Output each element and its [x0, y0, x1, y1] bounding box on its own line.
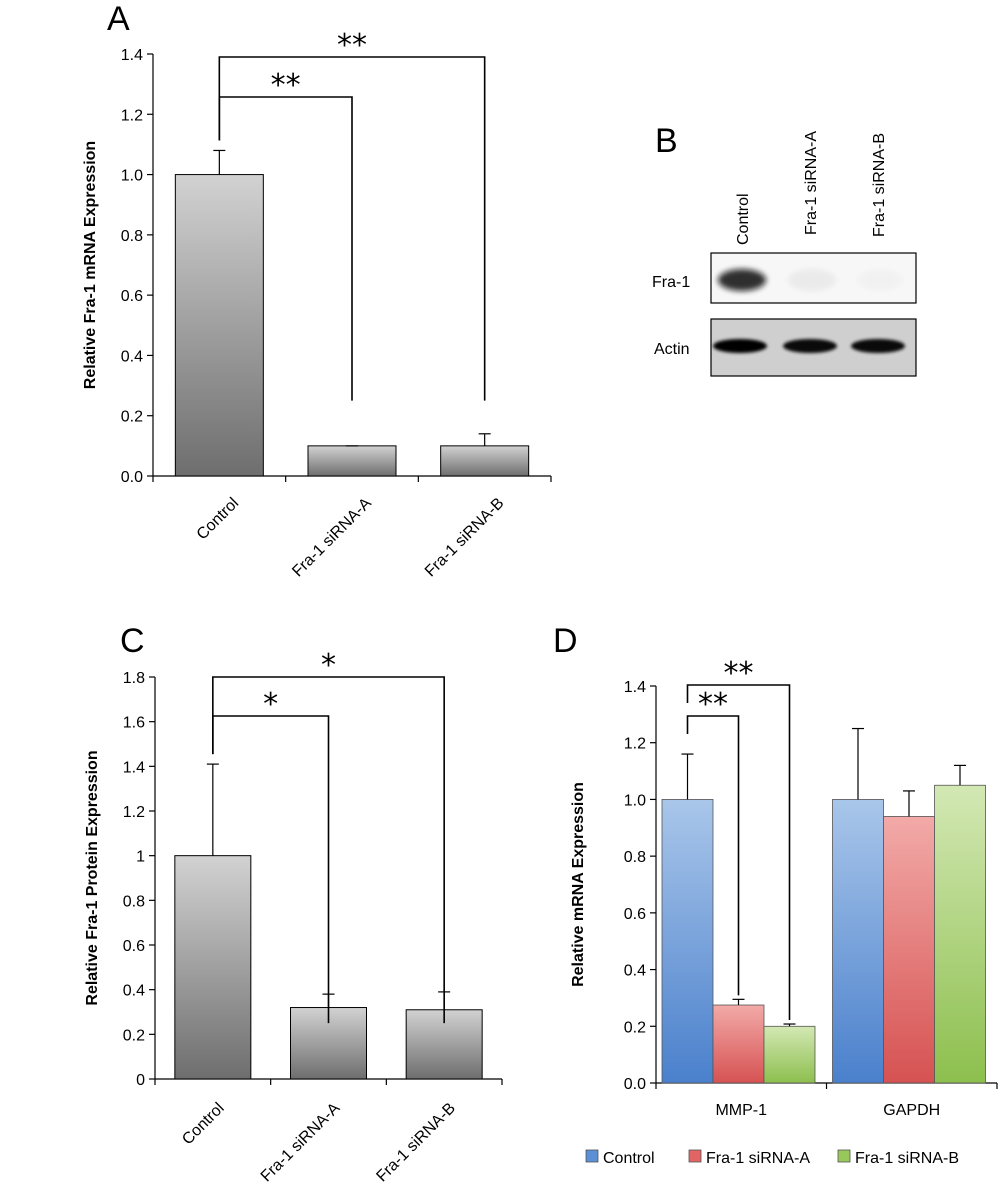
panel-label-a: A	[107, 0, 130, 38]
y-tick-label: 1.8	[123, 670, 145, 687]
bar-mmp-1-fra-1-sirna-b	[763, 1025, 816, 1084]
x-category-label-fra-1-sirna-b: Fra-1 siRNA-B	[373, 1100, 459, 1186]
significance-label: **	[698, 687, 728, 722]
blot-lane-label-sirna-b: Fra-1 siRNA-B	[871, 133, 888, 237]
significance-label: **	[271, 68, 301, 103]
y-tick-label: 0.4	[123, 983, 145, 1000]
legend-swatch-fra-1-sirna-a	[688, 1149, 702, 1163]
y-tick-label: 0.6	[624, 906, 646, 923]
blot-band-fra1-control	[718, 269, 766, 291]
y-tick-label: 0.2	[121, 409, 143, 426]
significance-bracket	[686, 684, 791, 1021]
x-category-label-control: Control	[194, 495, 242, 543]
x-category-label-mmp-1: MMP-1	[715, 1102, 767, 1119]
bar-control	[174, 855, 252, 1080]
y-tick-label: 1.2	[624, 736, 646, 753]
y-axis-title: Relative mRNA Expression	[570, 782, 587, 987]
bar-mmp-1-fra-1-sirna-a	[712, 1004, 765, 1084]
significance-label: *	[321, 648, 336, 683]
y-tick-label: 1.2	[121, 107, 143, 124]
y-tick-label: 1.0	[121, 168, 143, 185]
significance-label: *	[263, 687, 278, 722]
legend-label-fra-1-sirna-a: Fra-1 siRNA-A	[706, 1150, 810, 1167]
legend-label-control: Control	[603, 1150, 655, 1167]
significance-bracket	[212, 676, 445, 1024]
y-tick-label: 1	[136, 849, 145, 866]
bar-mmp-1-control	[661, 799, 714, 1084]
y-tick-label: 0.0	[624, 1076, 646, 1093]
blot-band-actin-fra-1-sirna-a	[783, 339, 837, 353]
legend-swatch-control	[585, 1149, 599, 1163]
x-category-label-gapdh: GAPDH	[883, 1102, 940, 1119]
panel-label-c: C	[120, 622, 145, 660]
bar-fra-1-sirna-a	[307, 445, 397, 477]
panel-label-d: D	[553, 622, 578, 660]
blot-row-label-actin: Actin	[654, 341, 690, 358]
y-tick-label: 0.2	[123, 1027, 145, 1044]
bar-gapdh-fra-1-sirna-b	[934, 784, 986, 1084]
blot-band-fra1-fra-1-sirna-b	[856, 269, 904, 291]
blot-lane-label-control: Control	[735, 193, 752, 245]
chart-panel-a: 0.0 0.2 0.4 0.6 0.8 1.0 1.2 1.4 Relative Fra-1 m…	[82, 28, 552, 581]
bar-gapdh-control	[832, 799, 884, 1084]
significance-bracket	[686, 715, 740, 996]
significance-label: **	[724, 656, 754, 691]
y-axis-title: Relative Fra-1 Protein Expression	[84, 750, 101, 1005]
legend: Control Fra-1 siRNA-A Fra-1 siRNA-B	[585, 1149, 959, 1167]
y-tick-label: 0.4	[624, 963, 646, 980]
bar-control	[174, 174, 264, 477]
y-tick-label: 0.2	[624, 1019, 646, 1036]
western-blot: Control Fra-1 siRNA-A Fra-1 siRNA-B Fra-…	[652, 131, 917, 377]
y-tick-label: 0.0	[121, 469, 143, 486]
y-tick-label: 0.8	[121, 228, 143, 245]
y-tick-label: 0	[136, 1072, 145, 1089]
blot-band-fra1-fra-1-sirna-a	[788, 269, 836, 291]
blot-band-actin-fra-1-sirna-b	[851, 339, 905, 353]
y-tick-label: 0.8	[123, 893, 145, 910]
x-category-label-fra-1-sirna-a: Fra-1 siRNA-A	[289, 495, 375, 581]
bar-fra-1-sirna-b	[440, 445, 530, 477]
bar-gapdh-fra-1-sirna-a	[883, 816, 935, 1084]
y-tick-label: 0.6	[121, 288, 143, 305]
y-tick-label: 0.6	[123, 938, 145, 955]
y-tick-label: 1.4	[123, 759, 145, 776]
y-tick-label: 1.2	[123, 804, 145, 821]
blot-band-actin-control	[713, 339, 767, 353]
y-tick-label: 1.0	[624, 792, 646, 809]
legend-swatch-fra-1-sirna-b	[837, 1149, 851, 1163]
panel-label-b: B	[655, 122, 678, 160]
y-tick-label: 1.6	[123, 715, 145, 732]
significance-bracket	[218, 56, 486, 401]
blot-row-label-fra1: Fra-1	[652, 274, 690, 291]
legend-label-fra-1-sirna-b: Fra-1 siRNA-B	[855, 1150, 959, 1167]
y-axis-title: Relative Fra-1 mRNA Expression	[82, 141, 99, 389]
x-category-label-fra-1-sirna-a: Fra-1 siRNA-A	[258, 1100, 344, 1186]
x-category-label-control: Control	[179, 1100, 227, 1148]
y-tick-label: 0.4	[121, 348, 143, 365]
y-tick-label: 0.8	[624, 849, 646, 866]
chart-panel-d: 0.0 0.2 0.4 0.6 0.8 1.0 1.2 1.4 Relative mRNA Ex…	[570, 656, 998, 1167]
y-tick-label: 1.4	[624, 679, 646, 696]
significance-label: **	[337, 28, 367, 63]
blot-lane-label-sirna-a: Fra-1 siRNA-A	[803, 131, 820, 235]
y-tick-label: 1.4	[121, 47, 143, 64]
chart-panel-c: 0 0.2 0.4 0.6 0.8 1 1.2 1.4 1.6 1.8 Relative Fra-1…	[84, 648, 503, 1186]
x-category-label-fra-1-sirna-b: Fra-1 siRNA-B	[422, 495, 508, 581]
